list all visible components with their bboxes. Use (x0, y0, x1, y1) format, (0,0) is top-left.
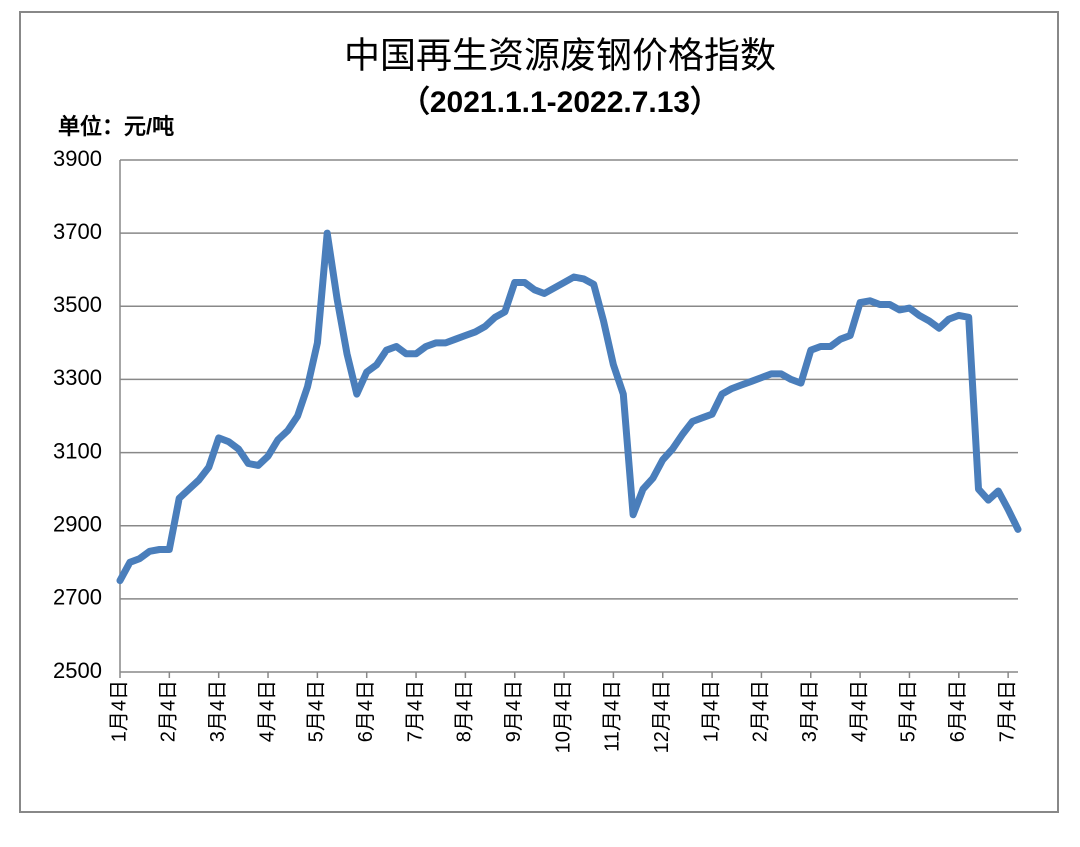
x-tick-label: 4月4日 (256, 680, 278, 742)
x-tick-label: 8月4日 (454, 680, 476, 742)
y-tick-label: 2700 (53, 585, 102, 610)
y-tick-label: 3300 (53, 365, 102, 390)
data-line (116, 229, 1022, 585)
x-tick-label: 5月4日 (898, 680, 920, 742)
x-tick-label: 6月4日 (355, 680, 377, 742)
x-tick-label: 5月4日 (306, 680, 328, 742)
x-tick-label: 7月4日 (404, 680, 426, 742)
x-tick-label: 6月4日 (947, 680, 969, 742)
chart-title: 中国再生资源废钢价格指数 (344, 35, 776, 76)
y-tick-label: 2500 (53, 658, 102, 683)
x-tick-label: 4月4日 (848, 680, 870, 742)
chart-subtitle: （2021.1.1-2022.7.13） (400, 85, 720, 119)
x-tick-label: 11月4日 (602, 680, 624, 752)
x-tick-label: 3月4日 (799, 680, 821, 742)
y-tick-label: 2900 (53, 512, 102, 537)
chart-border (19, 11, 1059, 813)
x-tick-label: 1月4日 (700, 680, 722, 742)
x-tick-label: 2月4日 (750, 680, 772, 742)
y-tick-label: 3100 (53, 438, 102, 463)
x-tick-label: 12月4日 (651, 680, 673, 753)
x-tick-label: 2月4日 (158, 680, 180, 742)
y-tick-label: 3900 (53, 146, 102, 171)
y-tick-label: 3500 (53, 292, 102, 317)
x-tick-label: 7月4日 (996, 680, 1018, 742)
y-tick-label: 3700 (53, 219, 102, 244)
x-tick-label: 9月4日 (503, 680, 525, 742)
x-tick-label: 3月4日 (207, 680, 229, 742)
y-axis-label: 单位：元/吨 (58, 114, 174, 139)
x-tick-label: 10月4日 (552, 680, 574, 753)
x-tick-label: 1月4日 (108, 680, 130, 742)
